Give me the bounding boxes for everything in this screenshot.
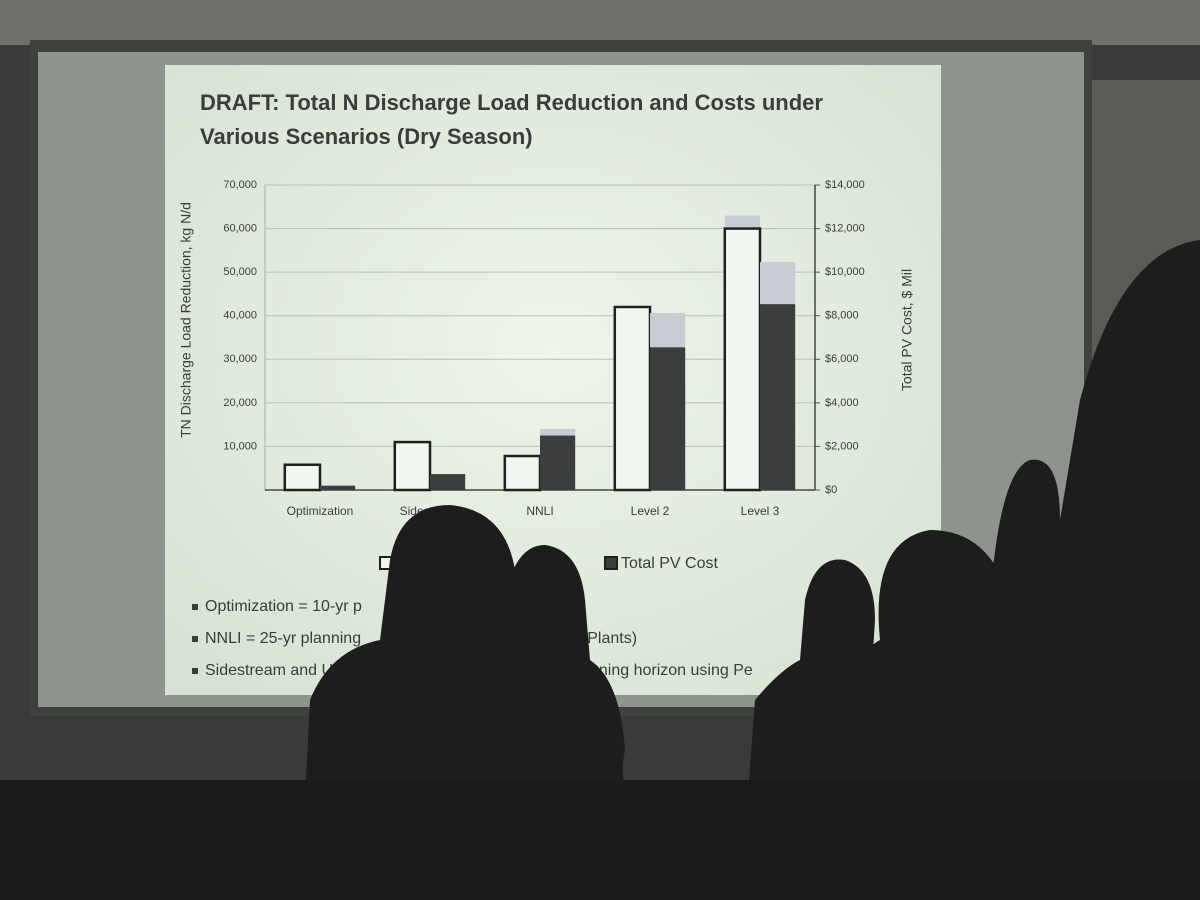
note: aning horizon using Pe bbox=[590, 662, 753, 679]
bar bbox=[540, 429, 576, 436]
y2-tick-label: $14,000 bbox=[825, 179, 865, 191]
bar bbox=[650, 313, 686, 348]
bar bbox=[540, 435, 576, 490]
y2-tick-label: $4,000 bbox=[825, 397, 859, 409]
desks bbox=[0, 780, 1200, 900]
x-tick-label: Level 2 bbox=[631, 504, 670, 518]
y2-tick-label: $2,000 bbox=[825, 440, 859, 452]
y-tick-label: 10,000 bbox=[223, 440, 257, 452]
y-tick-label: 70,000 bbox=[223, 179, 257, 191]
bar bbox=[760, 304, 796, 490]
y2-tick-label: $12,000 bbox=[825, 222, 865, 234]
y-tick-label: 20,000 bbox=[223, 397, 257, 409]
bullet bbox=[192, 604, 198, 610]
title-line: DRAFT: Total N Discharge Load Reduction … bbox=[200, 90, 823, 115]
x-tick-label: Optimization bbox=[287, 504, 354, 518]
y-tick-label: 40,000 bbox=[223, 310, 257, 322]
bar bbox=[393, 440, 432, 492]
person bbox=[980, 240, 1200, 900]
bar bbox=[613, 305, 652, 492]
bullet bbox=[192, 668, 198, 674]
bar bbox=[283, 463, 322, 492]
y-tick-label: 60,000 bbox=[223, 222, 257, 234]
bar bbox=[650, 347, 686, 490]
y2-tick-label: $10,000 bbox=[825, 266, 865, 278]
y2-tick-label: $6,000 bbox=[825, 353, 859, 365]
bar bbox=[320, 485, 356, 490]
note: Sidestream and U bbox=[205, 662, 333, 679]
audience bbox=[0, 240, 1200, 900]
bar bbox=[503, 454, 542, 492]
bar bbox=[760, 262, 796, 305]
x-tick-label: NNLI bbox=[526, 504, 553, 518]
bar bbox=[723, 227, 762, 492]
legend-swatch bbox=[604, 556, 618, 570]
bullet bbox=[192, 636, 198, 642]
x-tick-label: Level 3 bbox=[741, 504, 780, 518]
legend-label: Total PV Cost bbox=[621, 555, 718, 572]
y-tick-label: 30,000 bbox=[223, 353, 257, 365]
y2-axis-label: Total PV Cost, $ Mil bbox=[899, 269, 915, 391]
note: Optimization = 10-yr p bbox=[205, 598, 362, 615]
y-tick-label: 50,000 bbox=[223, 266, 257, 278]
note: NNLI = 25-yr planning bbox=[205, 630, 361, 647]
title-line: Various Scenarios (Dry Season) bbox=[200, 124, 533, 149]
y-axis-label: TN Discharge Load Reduction, kg N/d bbox=[178, 202, 194, 438]
y2-tick-label: $8,000 bbox=[825, 310, 859, 322]
ceiling bbox=[0, 0, 1200, 45]
bar bbox=[724, 215, 760, 229]
bar bbox=[430, 474, 466, 490]
y2-tick-label: $0 bbox=[825, 484, 837, 496]
